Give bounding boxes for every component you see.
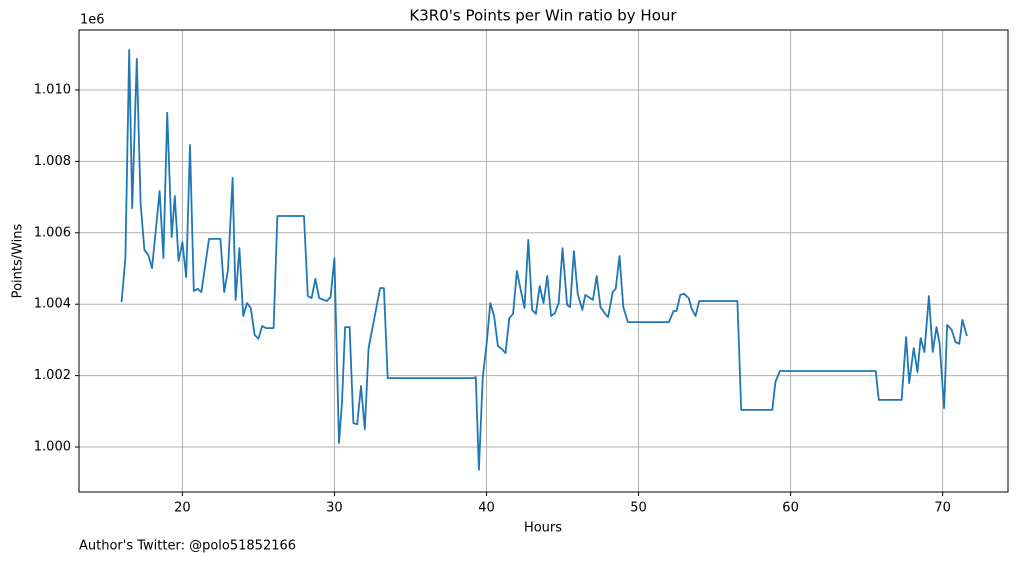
x-tick-label: 40 — [478, 501, 495, 516]
y-tick-label: 1.000 — [34, 440, 71, 455]
y-tick-label: 1.004 — [34, 297, 71, 312]
x-tick-label: 20 — [174, 501, 191, 516]
axes-frame — [78, 29, 1009, 493]
footer: Author's Twitter: @polo51852166 — [79, 539, 296, 554]
x-tick-label: 60 — [782, 501, 799, 516]
x-tick-label: 30 — [326, 501, 343, 516]
y-tick-label: 1.006 — [34, 225, 71, 240]
y-axis-label: Points/Wins — [11, 223, 26, 298]
x-axis-label: Hours — [524, 521, 562, 536]
data-line — [120, 49, 968, 471]
y-offset-label: 1e6 — [80, 13, 105, 28]
chart-title: K3R0's Points per Win ratio by Hour — [409, 7, 677, 25]
x-tick-label: 50 — [630, 501, 647, 516]
y-tick-label: 1.002 — [34, 368, 71, 383]
x-tick-label: 70 — [934, 501, 951, 516]
y-tick-label: 1.008 — [34, 154, 71, 169]
y-tick-label: 1.010 — [34, 82, 71, 97]
